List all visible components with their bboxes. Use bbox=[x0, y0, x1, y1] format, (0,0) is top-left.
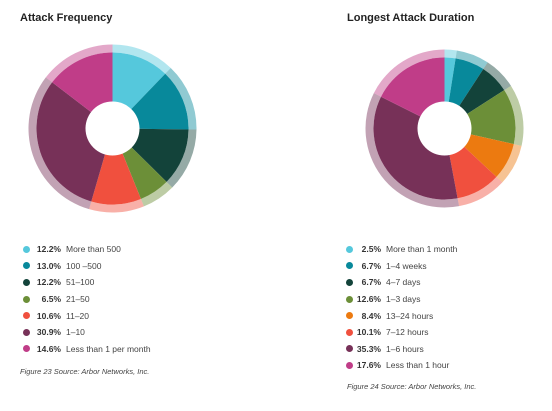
legend-swatch bbox=[346, 361, 353, 369]
legend-value: 6.7% bbox=[361, 277, 381, 288]
legend-value: 12.2% bbox=[36, 244, 61, 255]
legend-item: 10.1% 7–12 hours bbox=[346, 324, 457, 341]
legend: 12.2% More than 500 13.0% 100 –500 12.2% 51–1… bbox=[23, 241, 151, 357]
legend-item: 8.4% 13–24 hours bbox=[346, 307, 457, 324]
slice-ring-100-500 bbox=[165, 67, 197, 130]
slice-ring-more-than-500 bbox=[112, 44, 171, 74]
pie-chart bbox=[28, 44, 197, 213]
legend-item: 6.7% 1–4 weeks bbox=[346, 258, 457, 275]
donut-hole bbox=[85, 101, 140, 156]
legend-label: 51–100 bbox=[66, 277, 95, 288]
legend-label: 100 –500 bbox=[66, 260, 102, 271]
legend-item: 6.5% 21–50 bbox=[23, 291, 151, 308]
legend-label: More than 500 bbox=[66, 244, 121, 255]
legend-value: 6.7% bbox=[361, 260, 381, 271]
legend-value: 8.4% bbox=[361, 310, 381, 321]
legend-value: 6.5% bbox=[41, 294, 61, 305]
legend-item: 14.6% Less than 1 per month bbox=[23, 341, 151, 358]
legend-item: 13.0% 100 –500 bbox=[23, 258, 151, 275]
legend-swatch bbox=[346, 278, 353, 286]
legend-value: 35.3% bbox=[356, 343, 381, 354]
legend-swatch bbox=[346, 328, 353, 336]
legend-label: 1–3 days bbox=[386, 294, 421, 305]
legend-swatch bbox=[346, 262, 353, 270]
legend-value: 12.2% bbox=[36, 277, 61, 288]
legend-label: 1–6 hours bbox=[386, 343, 424, 354]
legend-item: 12.2% 51–100 bbox=[23, 274, 151, 291]
legend-item: 12.6% 1–3 days bbox=[346, 291, 457, 308]
slice-ring-1-6-hours bbox=[365, 93, 460, 208]
legend-swatch bbox=[23, 312, 30, 320]
slice-1-6-hours bbox=[373, 96, 458, 200]
legend-label: Less than 1 per month bbox=[66, 343, 151, 354]
legend-swatch bbox=[346, 312, 353, 320]
legend-label: 13–24 hours bbox=[386, 310, 434, 321]
legend-label: 1–4 weeks bbox=[386, 260, 427, 271]
legend-swatch bbox=[23, 345, 30, 353]
legend-item: 17.6% Less than 1 hour bbox=[346, 357, 457, 374]
legend-item: 12.2% More than 500 bbox=[23, 241, 151, 258]
legend-item: 10.6% 11–20 bbox=[23, 307, 151, 324]
legend-swatch bbox=[23, 328, 30, 336]
legend-swatch bbox=[346, 245, 353, 253]
pie-chart bbox=[365, 49, 524, 208]
slice-ring-7-12-hours bbox=[457, 176, 503, 207]
chart-panel-longest-attack-duration: Longest Attack Duration 2.5% More than 1 … bbox=[276, 0, 552, 411]
legend-value: 30.9% bbox=[36, 327, 61, 338]
legend-swatch bbox=[346, 295, 353, 303]
legend-swatch bbox=[23, 245, 30, 253]
legend-label: Less than 1 hour bbox=[386, 360, 450, 371]
legend-item: 35.3% 1–6 hours bbox=[346, 341, 457, 358]
slice-ring-4-7-days bbox=[483, 62, 511, 91]
legend-swatch bbox=[23, 295, 30, 303]
legend-swatch bbox=[23, 262, 30, 270]
legend-label: 11–20 bbox=[66, 310, 90, 321]
legend-item: 6.7% 4–7 days bbox=[346, 274, 457, 291]
legend-label: 7–12 hours bbox=[386, 327, 429, 338]
slice-ring-1-4-weeks bbox=[455, 50, 488, 70]
legend-swatch bbox=[346, 345, 353, 353]
slice-ring-1-3-days bbox=[504, 85, 524, 146]
legend-value: 2.5% bbox=[361, 244, 381, 255]
figure-caption: Figure 24 Source: Arbor Networks, Inc. bbox=[347, 382, 477, 391]
legend-label: 4–7 days bbox=[386, 277, 421, 288]
legend-item: 30.9% 1–10 bbox=[23, 324, 151, 341]
slice-ring-more-than-1-month bbox=[444, 49, 457, 59]
legend-value: 10.1% bbox=[356, 327, 381, 338]
legend-label: More than 1 month bbox=[386, 244, 458, 255]
slice-ring-51-100 bbox=[166, 129, 197, 188]
legend-value: 10.6% bbox=[36, 310, 61, 321]
chart-title: Attack Frequency bbox=[20, 12, 113, 24]
donut-hole bbox=[417, 101, 472, 156]
slice-ring-21-50 bbox=[140, 181, 173, 207]
slice-1-10 bbox=[36, 82, 113, 202]
slice-ring-less-than-1-hour bbox=[373, 49, 445, 97]
chart-panel-attack-frequency: Attack Frequency 12.2% More than 500 13.0%… bbox=[20, 12, 197, 376]
chart-title: Longest Attack Duration bbox=[347, 12, 475, 24]
slice-ring-11-20 bbox=[89, 198, 144, 213]
figure-caption: Figure 23 Source: Arbor Networks, Inc. bbox=[20, 367, 150, 376]
slice-11-20 bbox=[91, 128, 141, 205]
legend-label: 21–50 bbox=[66, 294, 90, 305]
slice-ring-1-10 bbox=[28, 77, 92, 210]
legend-swatch bbox=[23, 278, 30, 286]
legend-value: 17.6% bbox=[356, 360, 381, 371]
legend-label: 1–10 bbox=[66, 327, 85, 338]
legend-item: 2.5% More than 1 month bbox=[346, 241, 457, 258]
legend-value: 12.6% bbox=[356, 294, 381, 305]
legend-value: 14.6% bbox=[36, 343, 61, 354]
slice-ring-less-than-1-per-month bbox=[45, 44, 113, 83]
slice-ring-13-24-hours bbox=[496, 144, 522, 183]
legend: 2.5% More than 1 month 6.7% 1–4 weeks 6.7% 4–… bbox=[346, 241, 457, 374]
legend-value: 13.0% bbox=[36, 260, 61, 271]
